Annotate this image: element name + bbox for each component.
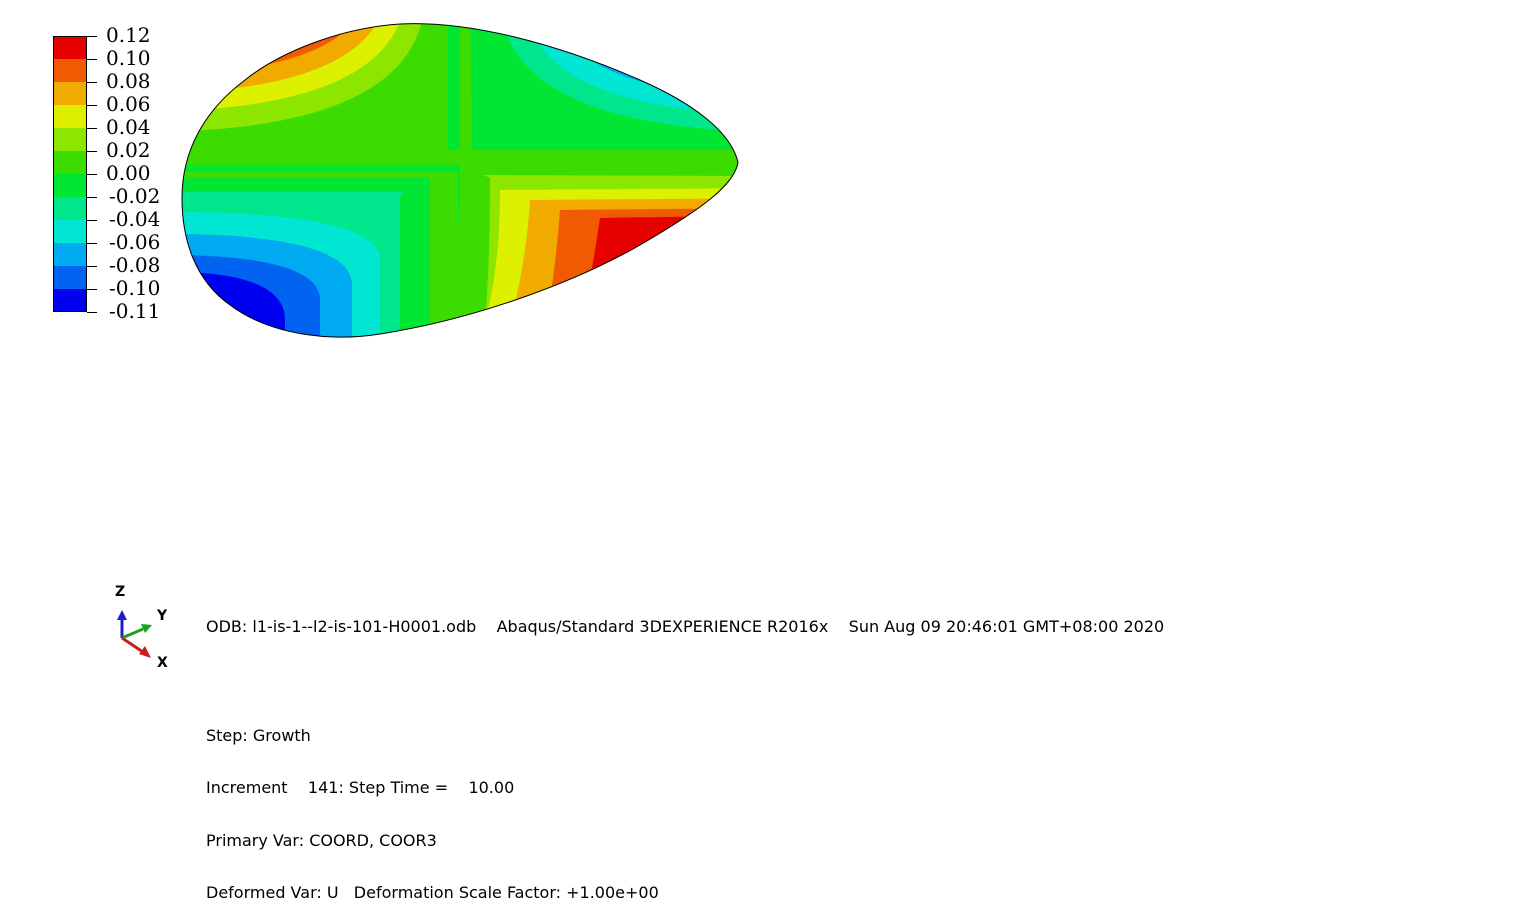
viewport-info-block: ODB: l1-is-1--l2-is-101-H0001.odb Abaqus…	[206, 583, 1164, 919]
info-spacer	[206, 671, 1164, 692]
legend-swatch	[53, 82, 87, 105]
legend-label: -0.11	[109, 299, 161, 323]
x-axis-label: X	[157, 655, 168, 671]
legend-label: 0.00	[106, 161, 151, 185]
legend-swatch	[53, 289, 87, 312]
legend-tick	[87, 82, 97, 83]
legend-swatch	[53, 243, 87, 266]
legend-tick	[87, 128, 97, 129]
legend-swatch	[53, 59, 87, 82]
y-axis-label: Y	[157, 608, 168, 624]
legend-tick	[87, 266, 97, 267]
legend-tick	[87, 59, 97, 60]
coordinate-triad: Z Y X	[105, 580, 185, 671]
part-outline	[181, 23, 739, 338]
legend-tick	[87, 312, 97, 313]
legend-swatch	[53, 174, 87, 197]
legend-tick	[87, 174, 97, 175]
legend-label: 0.06	[106, 92, 151, 116]
odb-info-line: ODB: l1-is-1--l2-is-101-H0001.odb Abaqus…	[206, 617, 1165, 636]
deformed-var-info-line: Deformed Var: U Deformation Scale Factor…	[206, 883, 659, 902]
legend-swatch	[53, 266, 87, 289]
y-axis-arrow	[121, 627, 144, 640]
legend-label: -0.10	[109, 276, 161, 300]
legend-label: 0.02	[106, 138, 151, 162]
legend-swatch	[53, 197, 87, 220]
y-axis-arrowhead	[141, 624, 152, 633]
legend-tick	[87, 36, 97, 37]
legend-label: -0.08	[109, 253, 161, 277]
z-axis-label: Z	[115, 584, 126, 600]
contour-bands	[182, 23, 738, 338]
legend-label: -0.04	[109, 207, 161, 231]
legend-label: 0.12	[106, 23, 151, 47]
legend-tick	[87, 289, 97, 290]
legend-swatch	[53, 220, 87, 243]
legend-label: 0.04	[106, 115, 151, 139]
x-axis-arrowhead	[139, 646, 151, 658]
contour-plot-viewport[interactable]	[0, 0, 1526, 706]
contour-legend: 0.12 0.10 0.08 0.06 0.04 0.02 0.00 -0.02…	[0, 0, 200, 330]
step-info-line: Step: Growth	[206, 725, 311, 745]
primary-var-info-line: Primary Var: COORD, COOR3	[206, 830, 437, 850]
legend-label: -0.02	[109, 184, 161, 208]
triad-arrows	[117, 610, 152, 658]
legend-swatch	[53, 36, 87, 59]
legend-swatch	[53, 128, 87, 151]
legend-label: 0.08	[106, 69, 151, 93]
increment-info-line: Increment 141: Step Time = 10.00	[206, 778, 515, 797]
legend-swatch	[53, 151, 87, 174]
x-axis-arrow	[121, 636, 144, 654]
legend-border	[53, 36, 87, 312]
z-axis-arrowhead	[117, 610, 127, 620]
legend-tick	[87, 105, 97, 106]
legend-tick	[87, 151, 97, 152]
legend-swatch	[53, 105, 87, 128]
legend-label: -0.06	[109, 230, 161, 254]
legend-tick	[87, 243, 97, 244]
legend-tick	[87, 220, 97, 221]
legend-tick	[87, 197, 97, 198]
legend-label: 0.10	[106, 46, 151, 70]
